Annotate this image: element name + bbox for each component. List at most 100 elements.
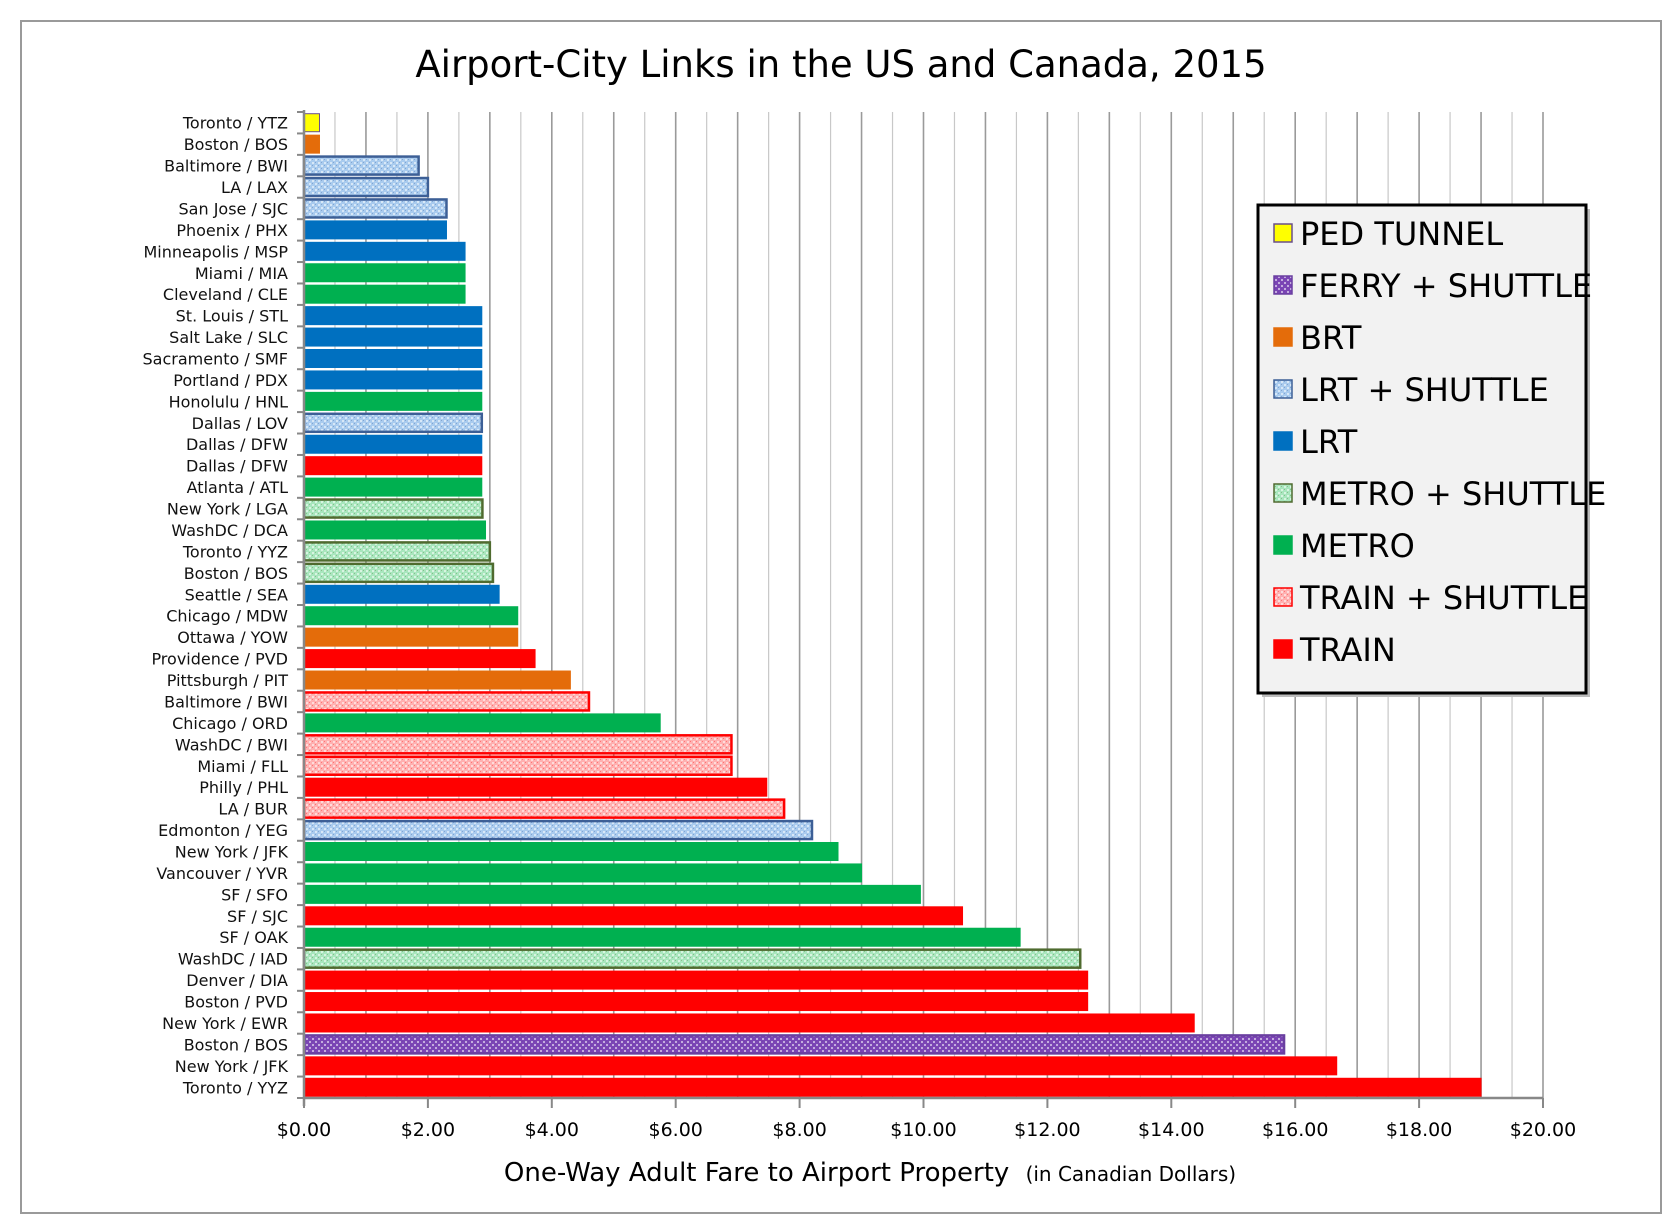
category-label: Toronto / YYZ [182, 1078, 288, 1097]
category-label: New York / LGA [167, 500, 288, 519]
bar-metro [303, 713, 661, 733]
category-label: Philly / PHL [199, 778, 288, 797]
bar-metro [303, 284, 466, 304]
category-label: Toronto / YYZ [182, 542, 288, 561]
category-label: Edmonton / YEG [158, 821, 288, 840]
legend-swatch-metro [1273, 535, 1293, 555]
legend-swatch-ped_tunnel [1273, 223, 1293, 243]
bar-train_shuttle [302, 734, 733, 755]
x-tick-label: $10.00 [890, 1119, 956, 1141]
category-label: Chicago / ORD [172, 714, 288, 733]
bar-metro [303, 884, 921, 904]
x-tick-label: $16.00 [1262, 1119, 1328, 1141]
category-labels: Toronto / YTZ Boston / BOS Baltimore / BWI… [143, 114, 289, 1098]
bar-train [303, 777, 768, 797]
legend-swatch-ferry_shuttle [1273, 275, 1293, 295]
bar-metro_shuttle [302, 948, 1082, 969]
category-label: Phoenix / PHX [176, 221, 288, 240]
category-label: Boston / BOS [184, 135, 288, 154]
bar-lrt [303, 327, 483, 347]
x-tick-label: $12.00 [1014, 1119, 1080, 1141]
legend-label-train: TRAIN [1299, 631, 1396, 669]
x-axis-label-main: One-Way Adult Fare to Airport Property [504, 1158, 1009, 1188]
legend-label-brt: BRT [1300, 319, 1362, 357]
x-tick-label: $20.00 [1510, 1119, 1576, 1141]
category-label: Denver / DIA [186, 971, 288, 990]
bar-lrt_shuttle [302, 819, 814, 841]
x-tick-label: $4.00 [525, 1119, 579, 1141]
bar-lrt_shuttle [302, 155, 420, 176]
category-label: WashDC / BWI [175, 735, 288, 754]
legend-label-lrt_shuttle: LRT + SHUTTLE [1300, 371, 1549, 409]
bar-lrt_shuttle [302, 412, 484, 434]
category-label: SF / SJC [227, 907, 288, 926]
legend: PED TUNNEL FERRY + SHUTTLE BRT LRT + SHUTTL… [1256, 203, 1606, 697]
x-tick-label: $14.00 [1138, 1119, 1204, 1141]
category-label: Minneapolis / MSP [143, 242, 288, 261]
category-label: Seattle / SEA [185, 585, 288, 604]
bar-train [303, 456, 483, 476]
bar-metro_shuttle [302, 498, 484, 519]
legend-swatch-lrt [1273, 431, 1293, 451]
category-label: Dallas / DFW [186, 435, 288, 454]
category-label: Pittsburgh / PIT [167, 671, 288, 690]
bar-metro [303, 477, 483, 497]
x-tick-label: $0.00 [277, 1119, 331, 1141]
bar-ferry_shuttle [302, 1034, 1286, 1055]
bar-metro [303, 863, 863, 883]
x-tick-labels: $0.00 $2.00 $4.00 $6.00 $8.00 $10.00 $12.00 $14… [277, 1119, 1576, 1141]
category-label: New York / EWR [162, 1014, 288, 1033]
legend-label-metro: METRO [1300, 527, 1415, 565]
category-label: Honolulu / HNL [169, 392, 288, 411]
legend-swatch-metro_shuttle [1273, 483, 1293, 503]
axes [297, 110, 1544, 1108]
category-label: Ottawa / YOW [177, 628, 288, 647]
bar-metro [303, 927, 1021, 947]
bar-metro [303, 391, 483, 411]
category-label: Vancouver / YVR [156, 864, 288, 883]
bar-train [303, 970, 1089, 990]
x-tick-label: $6.00 [648, 1119, 702, 1141]
legend-swatch-brt [1273, 327, 1293, 347]
category-label: New York / JFK [175, 1057, 289, 1076]
category-label: St. Louis / STL [176, 307, 288, 326]
bar-lrt [303, 584, 500, 604]
category-label: LA / BUR [218, 800, 288, 819]
bar-train_shuttle [302, 798, 786, 819]
bar-metro [303, 841, 839, 862]
category-label: SF / OAK [219, 928, 288, 947]
legend-swatch-train_shuttle [1273, 587, 1293, 607]
x-tick-label: $8.00 [772, 1119, 826, 1141]
bar-lrt [303, 348, 483, 369]
category-label: Portland / PDX [173, 371, 288, 390]
category-label: LA / LAX [221, 178, 288, 197]
x-tick-label: $2.00 [401, 1119, 455, 1141]
x-axis-label: One-Way Adult Fare to Airport Property (… [504, 1158, 1236, 1188]
category-label: Baltimore / BWI [164, 157, 288, 176]
category-label: Miami / FLL [197, 757, 288, 776]
category-label: Chicago / MDW [166, 607, 288, 626]
bar-metro_shuttle [302, 541, 492, 562]
bar-train [303, 992, 1089, 1012]
category-label: Dallas / DFW [186, 457, 288, 476]
category-label: Boston / BOS [184, 1035, 288, 1054]
legend-label-train_shuttle: TRAIN + SHUTTLE [1299, 579, 1587, 617]
category-label: Dallas / LOV [192, 414, 288, 433]
bar-train [303, 1056, 1338, 1076]
chart-title: Airport-City Links in the US and Canada,… [415, 43, 1266, 86]
x-tick-label: $18.00 [1386, 1119, 1452, 1141]
category-label: Toronto / YTZ [182, 114, 288, 133]
category-label: Boston / BOS [184, 564, 288, 583]
legend-label-ferry_shuttle: FERRY + SHUTTLE [1300, 267, 1592, 305]
legend-swatch-train [1273, 639, 1293, 659]
bar-train_shuttle [302, 691, 591, 712]
bar-lrt_shuttle [302, 198, 448, 219]
category-label: Atlanta / ATL [187, 478, 288, 497]
bar-train [303, 906, 964, 926]
bar-brt [303, 670, 571, 690]
bar-brt [303, 627, 519, 647]
bar-lrt_shuttle [302, 176, 430, 198]
category-label: Miami / MIA [195, 264, 288, 283]
bar-ped_tunnel [303, 113, 320, 133]
